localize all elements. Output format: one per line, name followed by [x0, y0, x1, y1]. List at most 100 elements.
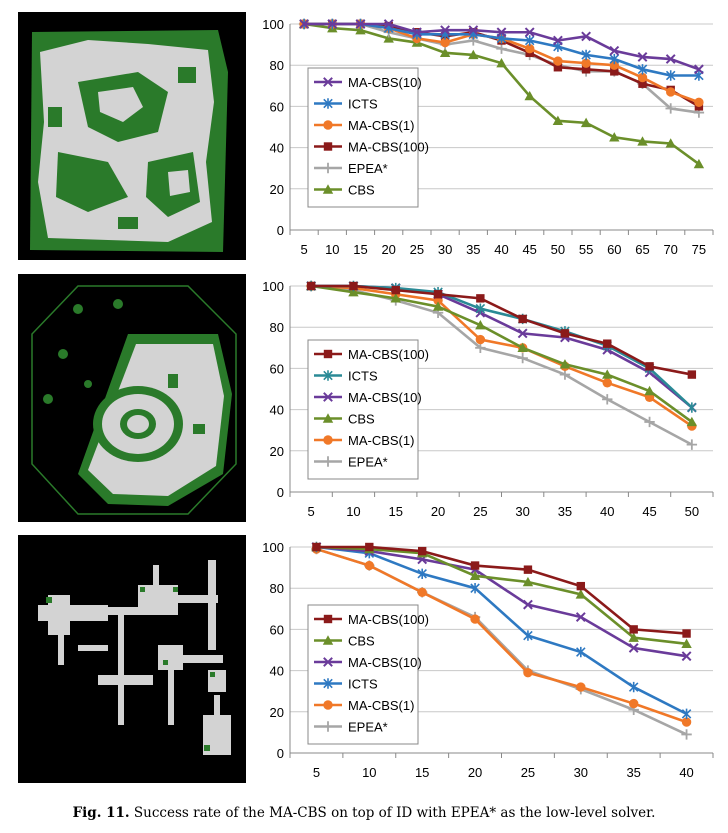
legend-marker — [323, 142, 333, 151]
legend — [307, 339, 419, 480]
figure-caption: Fig. 11. Success rate of the MA-CBS on t… — [0, 805, 728, 821]
legend-item-icts: ICTS — [314, 677, 378, 692]
data-point-ma-cbs-10 — [637, 52, 648, 62]
data-point-icts — [681, 708, 692, 720]
data-point-ma-cbs-1 — [581, 58, 591, 68]
data-point-ma-cbs-100 — [523, 565, 533, 574]
legend-item-ma-cbs-1: MA-CBS(1) — [314, 433, 414, 448]
series-line-ma-cbs-1 — [316, 547, 687, 724]
legend-item-ma-cbs-1: MA-CBS(1) — [314, 118, 414, 133]
data-point-epea — [665, 103, 676, 114]
legend-item-ma-cbs-1: MA-CBS(1) — [314, 698, 414, 713]
x-tick-label: 50 — [551, 242, 565, 257]
data-point-epea — [644, 416, 655, 428]
x-tick-label: 20 — [468, 765, 482, 780]
y-tick-label: 80 — [270, 320, 284, 335]
x-tick-label: 5 — [313, 765, 320, 780]
data-point-cbs — [348, 286, 359, 297]
y-tick-label: 0 — [277, 485, 284, 500]
data-point-ma-cbs-10 — [524, 27, 535, 38]
data-point-cbs — [575, 589, 587, 599]
data-point-ma-cbs-1 — [602, 378, 612, 388]
data-point-cbs — [665, 138, 676, 148]
legend-item-epea: EPEA* — [314, 720, 388, 735]
y-tick-label: 60 — [270, 622, 284, 637]
chart-2: 0 20 40 60 80 100 5 10 15 20 25 30 35 40 45 50 MA-CBS(10… — [262, 279, 714, 519]
x-tick-label: 55 — [579, 242, 593, 257]
data-point-ma-cbs-10 — [609, 45, 620, 56]
data-point-ma-cbs-100 — [560, 329, 570, 338]
x-tick-label: 40 — [600, 504, 614, 519]
data-point-icts — [576, 646, 586, 658]
legend-marker — [323, 370, 333, 381]
data-point-cbs — [681, 638, 692, 649]
data-point-icts — [581, 49, 591, 61]
legend-marker — [323, 77, 333, 87]
series-line-ma-cbs-100 — [311, 284, 693, 376]
data-point-ma-cbs-100 — [470, 561, 480, 570]
series-ma-cbs-100 — [306, 281, 697, 379]
x-tick-label: 20 — [381, 242, 395, 257]
data-point-ma-cbs-10 — [552, 35, 563, 46]
x-tick-label: 30 — [438, 242, 452, 257]
data-point-epea — [475, 342, 486, 353]
data-point-ma-cbs-10 — [665, 54, 676, 64]
data-point-epea — [681, 729, 692, 740]
x-tick-label: 70 — [663, 242, 677, 257]
legend-marker — [323, 392, 333, 402]
data-point-ma-cbs-10 — [299, 19, 310, 29]
data-point-cbs — [475, 319, 486, 330]
legend-label: MA-CBS(1) — [348, 433, 414, 448]
map-1-image — [18, 12, 246, 260]
x-tick-label: 10 — [346, 504, 360, 519]
data-point-ma-cbs-100 — [417, 546, 427, 556]
legend-label: ICTS — [348, 97, 378, 112]
y-tick-label: 100 — [262, 17, 284, 32]
data-point-ma-cbs-100 — [391, 285, 400, 295]
x-tick-label: 50 — [685, 504, 699, 519]
legend-item-ma-cbs-10: MA-CBS(10) — [314, 75, 422, 90]
data-point-cbs — [390, 293, 401, 303]
y-tick-label: 20 — [270, 444, 284, 459]
data-point-ma-cbs-1 — [523, 667, 533, 678]
series-line-ma-cbs-100 — [316, 545, 687, 635]
legend-label: MA-CBS(1) — [348, 698, 414, 713]
legend-marker — [323, 700, 333, 710]
data-point-cbs — [496, 57, 507, 68]
data-point-epea — [602, 394, 613, 405]
x-tick-label: 45 — [522, 242, 536, 257]
legend-label: ICTS — [348, 369, 378, 384]
caption-label: Fig. 11. — [72, 805, 130, 821]
x-tick-label: 35 — [558, 504, 572, 519]
data-point-ma-cbs-100 — [349, 281, 358, 291]
data-point-cbs — [602, 369, 613, 379]
legend-item-ma-cbs-100: MA-CBS(100) — [314, 347, 429, 362]
data-point-ma-cbs-1 — [694, 97, 704, 107]
map-2-image — [18, 274, 246, 522]
data-point-ma-cbs-1 — [417, 587, 427, 598]
data-point-icts — [609, 53, 620, 65]
data-point-icts — [475, 303, 486, 314]
data-point-cbs — [552, 115, 564, 126]
data-point-ma-cbs-10 — [468, 25, 479, 36]
data-point-ma-cbs-100 — [581, 65, 591, 74]
panel-1: 0 20 40 60 80 100 5 10 15 20 25 30 35 40 45 50 55 60 65 70 7… — [0, 12, 728, 267]
legend-label: CBS — [348, 412, 375, 427]
data-point-ma-cbs-10 — [581, 31, 592, 42]
legend-marker — [323, 435, 333, 445]
legend-marker — [323, 614, 333, 624]
data-point-icts — [523, 630, 533, 641]
data-point-ma-cbs-1 — [440, 37, 450, 48]
series-line-cbs — [316, 545, 687, 646]
x-tick-label: 10 — [325, 242, 339, 257]
y-tick-label: 60 — [270, 361, 284, 376]
data-point-cbs — [559, 359, 571, 369]
series-cbs — [305, 280, 698, 427]
x-tick-label: 40 — [494, 242, 508, 257]
chart-3: 0 20 40 60 80 100 5 10 15 20 25 30 35 40 MA-CBS(100) CB… — [262, 540, 714, 780]
legend-item-epea: EPEA* — [314, 161, 388, 176]
legend-label: MA-CBS(1) — [348, 118, 414, 133]
legend-item-icts: ICTS — [314, 97, 378, 112]
data-point-cbs — [524, 90, 535, 101]
legend-item-cbs: CBS — [314, 183, 375, 198]
